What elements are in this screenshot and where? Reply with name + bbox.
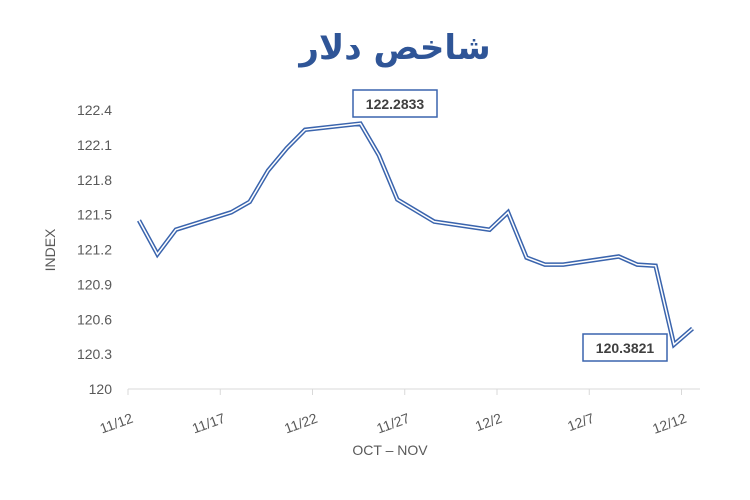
x-tick-label: 11/22: [282, 410, 320, 437]
y-tick-label: 121.2: [77, 242, 112, 258]
data-label-box: [352, 89, 438, 118]
y-tick-label: 122.1: [77, 137, 112, 153]
series-line-inner: [138, 122, 693, 346]
x-tick-label: 12/7: [565, 410, 596, 434]
x-tick-label: 11/17: [190, 410, 228, 437]
y-tick-label: 121.5: [77, 207, 112, 223]
y-axis-title: INDEX: [42, 228, 58, 271]
series-line: [137, 121, 694, 349]
x-tick-label: 12/2: [473, 410, 504, 434]
x-tick-label: 12/12: [650, 410, 689, 437]
data-label-box: [582, 333, 668, 362]
x-tick-label: 11/12: [98, 410, 136, 437]
y-tick-label: 120.9: [77, 276, 112, 292]
data-label: 120.3821: [596, 340, 655, 356]
data-label: 122.2833: [366, 96, 425, 112]
x-tick-label: 11/27: [374, 410, 412, 437]
chart-title: شاخص دلار: [299, 28, 491, 68]
y-tick-label: 120.6: [77, 311, 112, 327]
y-tick-label: 120: [89, 381, 113, 397]
y-tick-label: 121.8: [77, 172, 112, 188]
y-tick-label: 122.4: [77, 102, 112, 118]
y-tick-label: 120.3: [77, 346, 112, 362]
x-axis-title: OCT – NOV: [352, 442, 428, 458]
